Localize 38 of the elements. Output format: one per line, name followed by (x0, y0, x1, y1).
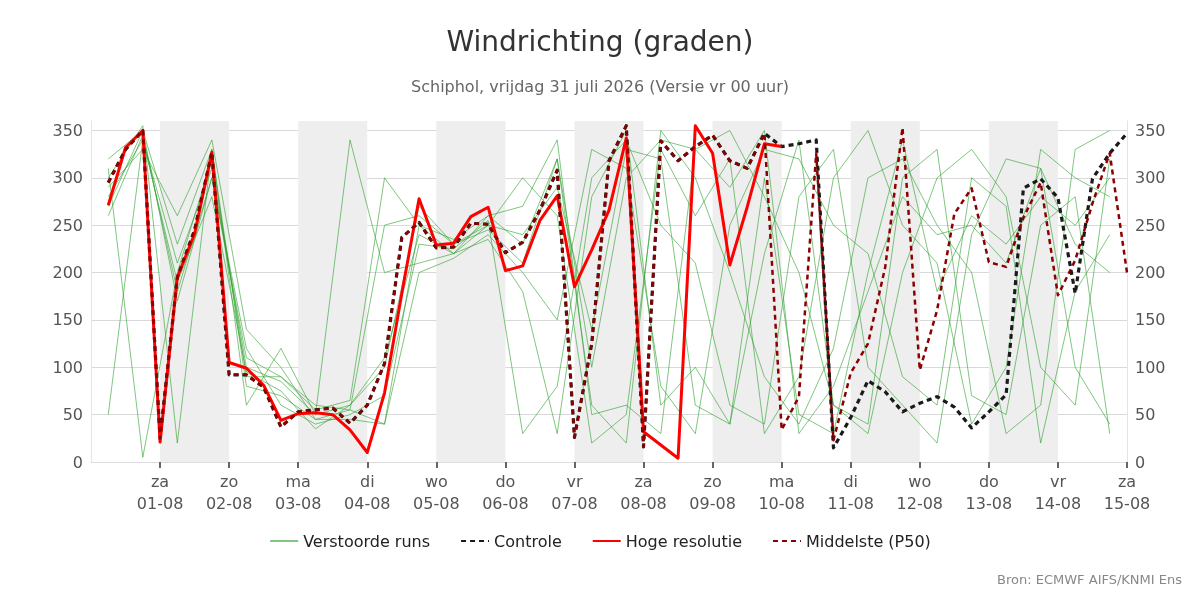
y-tick-label: 0 (72, 452, 83, 472)
x-tick-label: vr 14-08 (1034, 471, 1082, 513)
y-tick-label: 250 (52, 215, 83, 235)
y2-tick-label: 200 (1135, 263, 1166, 283)
x-tick-label: di 11-08 (827, 471, 874, 513)
x-tick-label: do 13-08 (965, 471, 1013, 513)
x-tick-label: do 06-08 (482, 471, 529, 513)
legend-label: Hoge resolutie (625, 531, 742, 551)
y2-tick-label: 300 (1135, 168, 1166, 188)
y-tick-label: 200 (52, 263, 83, 283)
x-tick-label: za 01-08 (136, 471, 184, 513)
y2-tick-label: 350 (1135, 120, 1166, 140)
y2-tick-label: 250 (1135, 215, 1166, 235)
x-tick-label: wo 12-08 (896, 471, 944, 513)
x-tick-label: zo 09-08 (689, 471, 736, 513)
y2-tick-label: 0 (1135, 452, 1146, 472)
y-tick-label: 350 (52, 120, 83, 140)
y-tick-label: 150 (52, 310, 83, 330)
chart-title: Windrichting (graden) (446, 24, 754, 58)
x-tick-label: vr 07-08 (551, 471, 598, 513)
x-tick-label: ma 10-08 (758, 471, 805, 513)
x-tick-label: wo 05-08 (413, 471, 460, 513)
x-tick-label: zo 02-08 (205, 471, 253, 513)
x-tick-label: di 04-08 (344, 471, 391, 513)
legend-label: Verstoorde runs (303, 531, 431, 551)
x-tick-label: za 15-08 (1103, 471, 1151, 513)
y-tick-label: 300 (52, 168, 83, 188)
y-tick-label: 50 (62, 405, 83, 425)
x-tick-label: za 08-08 (620, 471, 667, 513)
y2-tick-label: 100 (1135, 357, 1166, 377)
y-tick-label: 100 (52, 357, 83, 377)
legend-label: Controle (494, 531, 562, 551)
text: Bron: ECMWF AIFS/KNMI Ens (997, 572, 1183, 587)
y2-tick-label: 150 (1135, 310, 1166, 330)
chart-subtitle: Schiphol, vrijdag 31 juli 2026 (Versie vr 00 uur) (411, 76, 789, 96)
legend-label: Middelste (P50) (805, 531, 931, 551)
x-tick-label: ma 03-08 (274, 471, 322, 513)
y2-tick-label: 50 (1135, 405, 1156, 425)
